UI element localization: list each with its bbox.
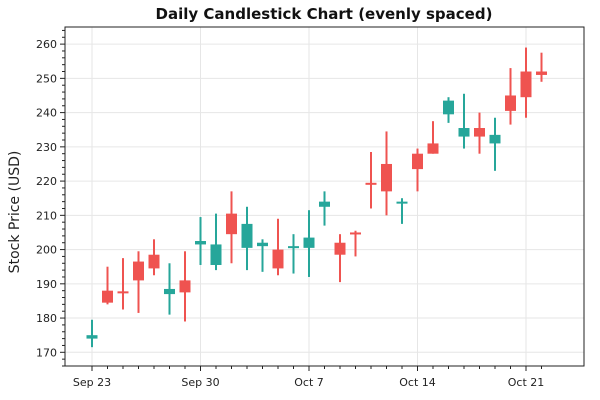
y-axis-label: Stock Price (USD) (7, 151, 23, 274)
candle (288, 234, 299, 274)
y-tick-label: 200 (36, 244, 57, 257)
y-tick-label: 180 (36, 312, 57, 325)
candle-body (133, 261, 144, 281)
candle (148, 239, 160, 276)
y-tick-label: 250 (36, 72, 57, 85)
axes: 170 180 190 200 210 220 230 240 250 260 Sep 23 Sep … (36, 26, 585, 389)
candle (272, 218, 284, 276)
candle (489, 117, 501, 171)
candle-body (427, 143, 439, 154)
y-tick-label: 260 (36, 38, 57, 51)
candle (520, 47, 532, 118)
candle (133, 251, 144, 313)
candle (179, 251, 191, 322)
candle (334, 234, 346, 283)
candle (303, 210, 315, 277)
candle-body (303, 237, 315, 248)
candle-body (226, 213, 237, 235)
candle (241, 206, 253, 271)
candle-body (412, 153, 423, 170)
x-tick-label: Sep 23 (73, 376, 111, 389)
candle (443, 97, 454, 123)
y-tick-label: 210 (36, 209, 57, 222)
y-tick-label: 230 (36, 141, 57, 154)
candle-body (117, 291, 129, 294)
candle (396, 198, 408, 224)
candle-body (505, 95, 516, 111)
candle (474, 112, 485, 154)
candle (350, 230, 361, 257)
candle (319, 191, 330, 226)
candle-body (520, 71, 532, 98)
candle (505, 68, 516, 125)
chart-title: Daily Candlestick Chart (evenly spaced) (156, 5, 493, 23)
candle-body (396, 201, 408, 204)
candle-body (102, 290, 113, 303)
candle-body (257, 242, 268, 247)
x-tick-label: Oct 21 (508, 376, 545, 389)
candle-body (381, 163, 392, 192)
candle (226, 191, 237, 264)
y-tick-label: 190 (36, 278, 57, 291)
candle-body (474, 128, 485, 137)
candles (86, 47, 547, 348)
candle (536, 52, 547, 82)
candle-body (195, 241, 206, 245)
candle (458, 93, 470, 149)
candle-body (241, 223, 253, 248)
candle (86, 319, 98, 348)
y-tick-label: 220 (36, 175, 57, 188)
candle-body (350, 232, 361, 235)
candle-body (489, 134, 501, 144)
candle (117, 258, 129, 310)
y-tick-label: 170 (36, 346, 57, 359)
candle-body (334, 242, 346, 255)
candle (164, 263, 175, 315)
candle-body (288, 246, 299, 249)
y-tick-label: 240 (36, 107, 57, 120)
candle-body (536, 71, 547, 75)
candle-body (179, 280, 191, 293)
candle-body (164, 288, 175, 295)
candle (365, 151, 377, 209)
x-tick-label: Sep 30 (181, 376, 219, 389)
candle (195, 217, 206, 265)
candle-body (272, 249, 284, 269)
candle-body (319, 201, 330, 207)
candle-body (443, 100, 454, 115)
candle (412, 148, 423, 192)
candle-body (458, 128, 470, 137)
candle (427, 121, 439, 154)
x-tick-label: Oct 14 (399, 376, 436, 389)
x-tick-label: Oct 7 (294, 376, 324, 389)
candle-body (148, 254, 160, 269)
candle-body (365, 182, 377, 185)
candle (210, 213, 222, 271)
candle-body (210, 244, 222, 265)
candle (257, 239, 268, 272)
candle (102, 266, 113, 305)
candle (381, 131, 392, 216)
candle-body (86, 335, 98, 339)
